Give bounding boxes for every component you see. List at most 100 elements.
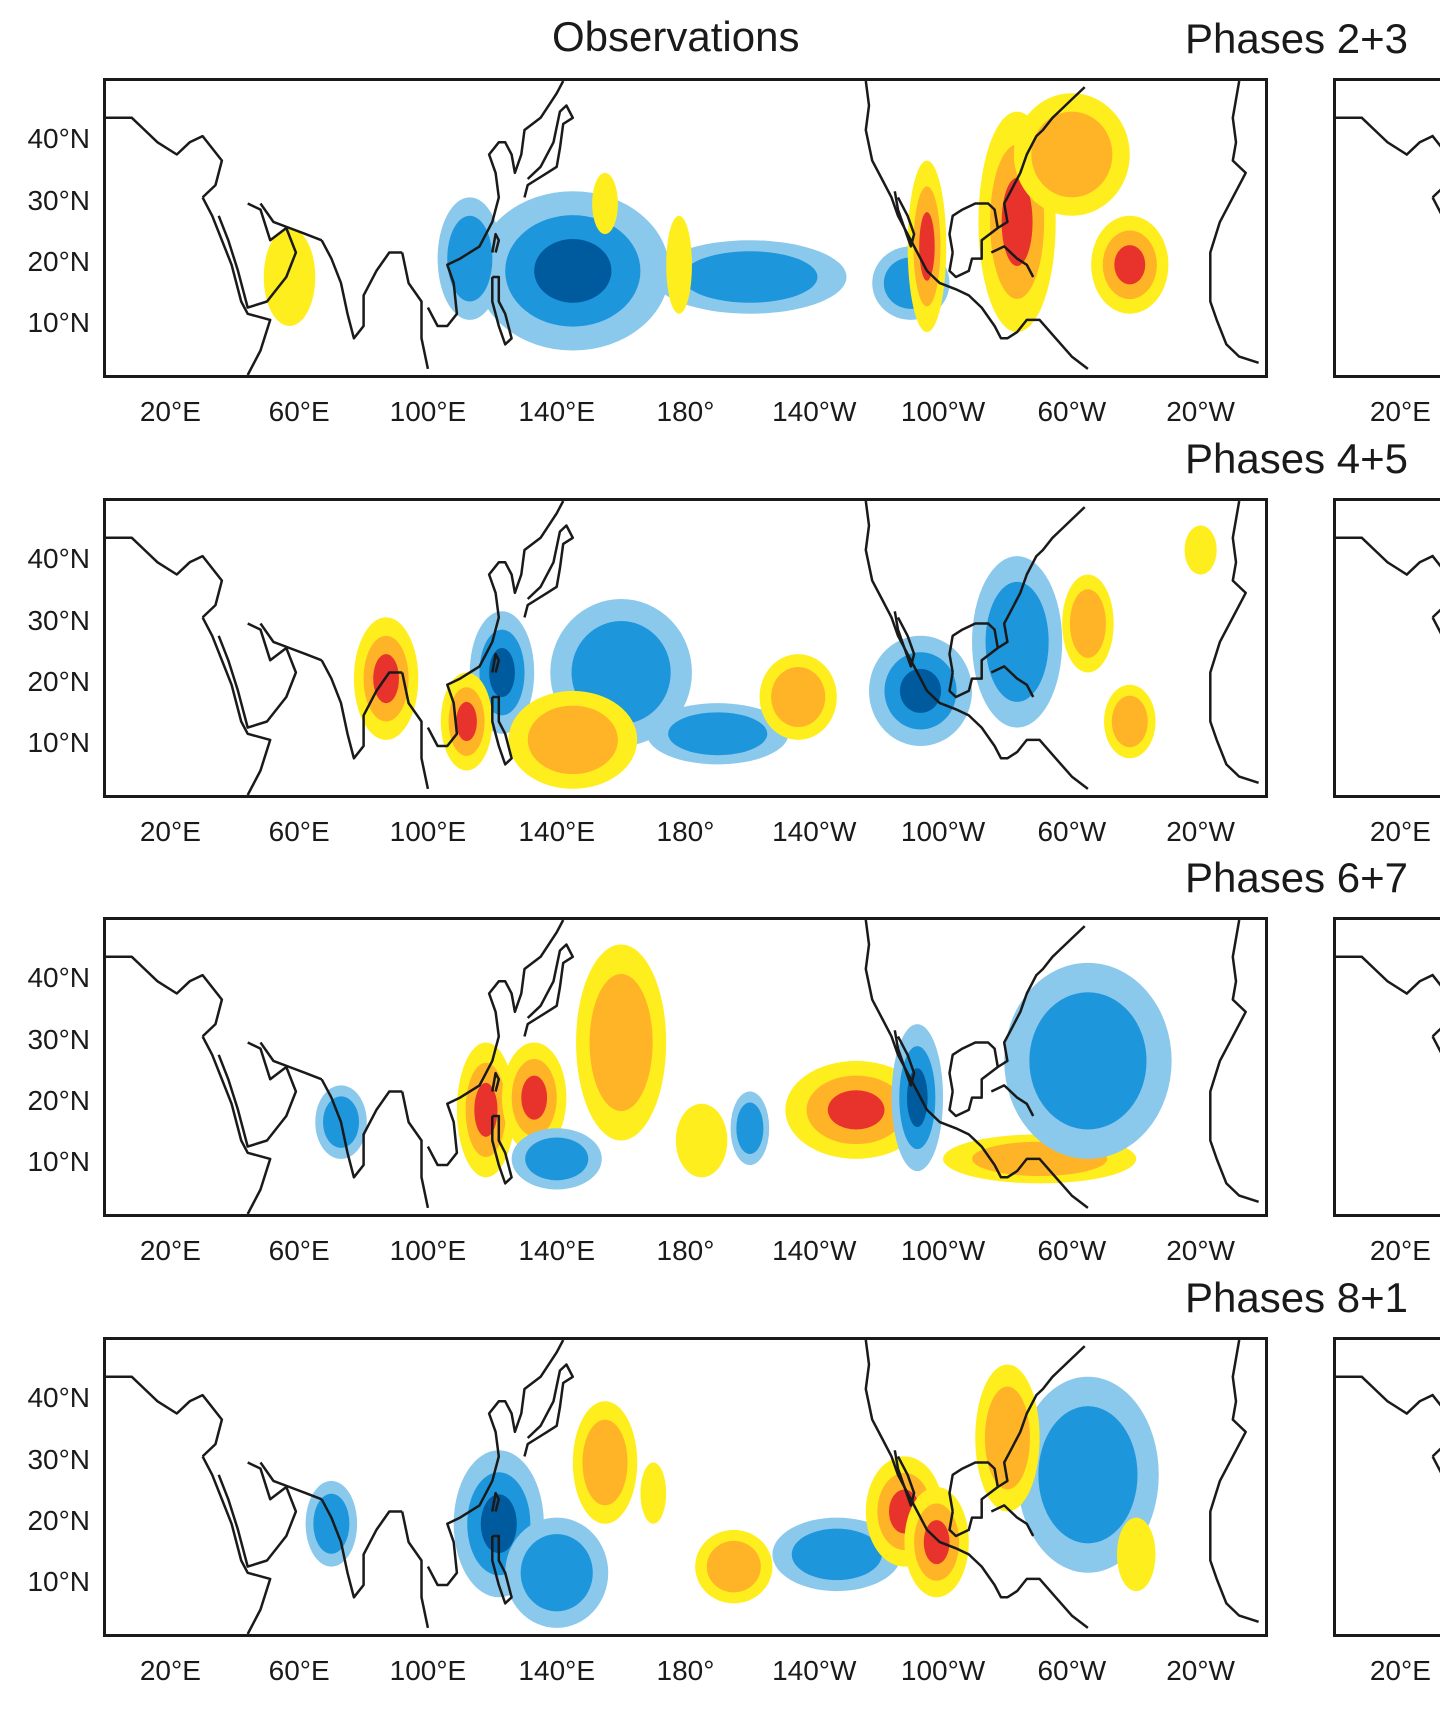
lon-tick-label: 20°W bbox=[1166, 396, 1235, 427]
coastline bbox=[893, 1030, 916, 1087]
coastline bbox=[948, 622, 1000, 673]
coastline bbox=[106, 116, 224, 199]
positive-anomaly bbox=[1114, 245, 1146, 285]
positive-anomaly bbox=[984, 1386, 1030, 1490]
lon-tick-label: 20°W bbox=[1166, 1235, 1235, 1266]
positive-anomaly bbox=[592, 172, 618, 235]
coastline bbox=[217, 202, 298, 309]
coastline bbox=[320, 1498, 403, 1599]
lat-tick-label: 10°N bbox=[27, 727, 90, 758]
coastline bbox=[990, 1504, 1035, 1537]
lon-tick-label: 100°E bbox=[389, 1235, 467, 1266]
lat-tick-label: 10°N bbox=[27, 307, 90, 338]
positive-anomaly bbox=[640, 1462, 667, 1524]
lat-tick-label: 40°N bbox=[27, 123, 90, 155]
lon-tick-label: 60°E bbox=[268, 396, 330, 427]
positive-anomaly bbox=[771, 666, 826, 728]
lon-tick-label: 100°W bbox=[900, 816, 986, 847]
lat-tick-label: 40°N bbox=[27, 1382, 90, 1414]
coastline bbox=[523, 104, 575, 198]
panel-title: Phases 6+7 bbox=[1185, 854, 1409, 901]
negative-anomaly bbox=[480, 1494, 517, 1554]
negative-anomaly bbox=[682, 251, 818, 303]
lon-tick-label: 140°W bbox=[772, 816, 857, 847]
coastline bbox=[259, 622, 323, 662]
coastline bbox=[990, 245, 1035, 278]
panel-title: Phases 4+5 bbox=[1185, 435, 1409, 482]
coastline bbox=[1336, 1375, 1440, 1458]
partial-lon-tick-label: 20°E bbox=[1369, 1235, 1431, 1266]
coastline bbox=[259, 202, 323, 242]
coastline bbox=[990, 1084, 1035, 1117]
coastline bbox=[1209, 1340, 1259, 1623]
lat-tick-label: 40°N bbox=[27, 962, 90, 994]
lon-tick-label: 100°W bbox=[900, 1655, 986, 1686]
coastline bbox=[400, 1091, 430, 1209]
coastline bbox=[1431, 616, 1440, 635]
negative-anomaly bbox=[447, 215, 493, 302]
coastline bbox=[201, 196, 272, 375]
coastline bbox=[948, 1345, 1086, 1538]
positive-anomaly bbox=[1031, 111, 1113, 198]
anomaly-map bbox=[103, 498, 1268, 798]
coastline bbox=[864, 920, 1089, 1209]
lon-tick-label: 180° bbox=[656, 1235, 715, 1266]
coastline bbox=[948, 925, 1086, 1118]
coastline bbox=[106, 536, 224, 619]
lat-tick-label: 30°N bbox=[27, 1023, 90, 1055]
coastline bbox=[400, 252, 430, 370]
coastline bbox=[259, 1041, 323, 1081]
coastline bbox=[320, 239, 403, 340]
partial-anomaly-map bbox=[1333, 498, 1440, 798]
positive-anomaly bbox=[1184, 525, 1217, 575]
negative-anomaly bbox=[525, 1137, 589, 1181]
coastline bbox=[426, 501, 565, 748]
coastline bbox=[893, 611, 916, 668]
lon-tick-label: 100°E bbox=[389, 396, 467, 427]
positive-anomaly bbox=[527, 705, 618, 775]
lat-tick-label: 20°N bbox=[27, 665, 90, 697]
lon-tick-label: 140°E bbox=[518, 816, 596, 847]
coastline bbox=[990, 665, 1035, 698]
coastline bbox=[201, 616, 272, 795]
lon-tick-label: 100°E bbox=[389, 1655, 467, 1686]
negative-anomaly bbox=[1029, 992, 1147, 1130]
coastline bbox=[320, 1078, 403, 1179]
coastline bbox=[864, 81, 1089, 370]
positive-anomaly bbox=[1111, 695, 1148, 748]
coastline bbox=[1209, 920, 1259, 1203]
coastline bbox=[426, 1340, 565, 1587]
negative-anomaly bbox=[791, 1528, 882, 1581]
positive-anomaly bbox=[474, 1082, 498, 1137]
coastline bbox=[491, 275, 513, 346]
partial-lon-tick-label: 20°E bbox=[1369, 1655, 1431, 1686]
partial-lon-tick-label: 20°E bbox=[1369, 396, 1431, 427]
lon-tick-label: 140°E bbox=[518, 1235, 596, 1266]
lon-tick-label: 60°E bbox=[268, 1655, 330, 1686]
lon-tick-label: 20°E bbox=[139, 1235, 201, 1266]
coastline bbox=[400, 672, 430, 790]
lon-tick-label: 180° bbox=[656, 1655, 715, 1686]
coastline bbox=[217, 1041, 298, 1148]
lon-tick-label: 140°E bbox=[518, 396, 596, 427]
coastline bbox=[864, 501, 1089, 790]
lon-tick-label: 180° bbox=[656, 396, 715, 427]
lon-tick-label: 60°E bbox=[268, 1235, 330, 1266]
coastline bbox=[1431, 1455, 1440, 1474]
coastline bbox=[948, 1461, 1000, 1512]
positive-anomaly bbox=[1069, 589, 1106, 658]
lat-tick-label: 30°N bbox=[27, 1443, 90, 1475]
coastline bbox=[1431, 196, 1440, 215]
lon-tick-label: 60°W bbox=[1037, 1655, 1107, 1686]
coastline bbox=[426, 920, 565, 1167]
coastline bbox=[491, 1114, 513, 1185]
lat-tick-label: 40°N bbox=[27, 543, 90, 575]
negative-anomaly bbox=[985, 581, 1049, 702]
coastline bbox=[491, 232, 501, 253]
positive-anomaly bbox=[263, 228, 316, 326]
coastline bbox=[491, 1491, 501, 1512]
positive-anomaly bbox=[456, 701, 477, 742]
lon-tick-label: 60°E bbox=[268, 816, 330, 847]
positive-anomaly bbox=[706, 1540, 761, 1593]
anomaly-map bbox=[103, 1337, 1268, 1637]
